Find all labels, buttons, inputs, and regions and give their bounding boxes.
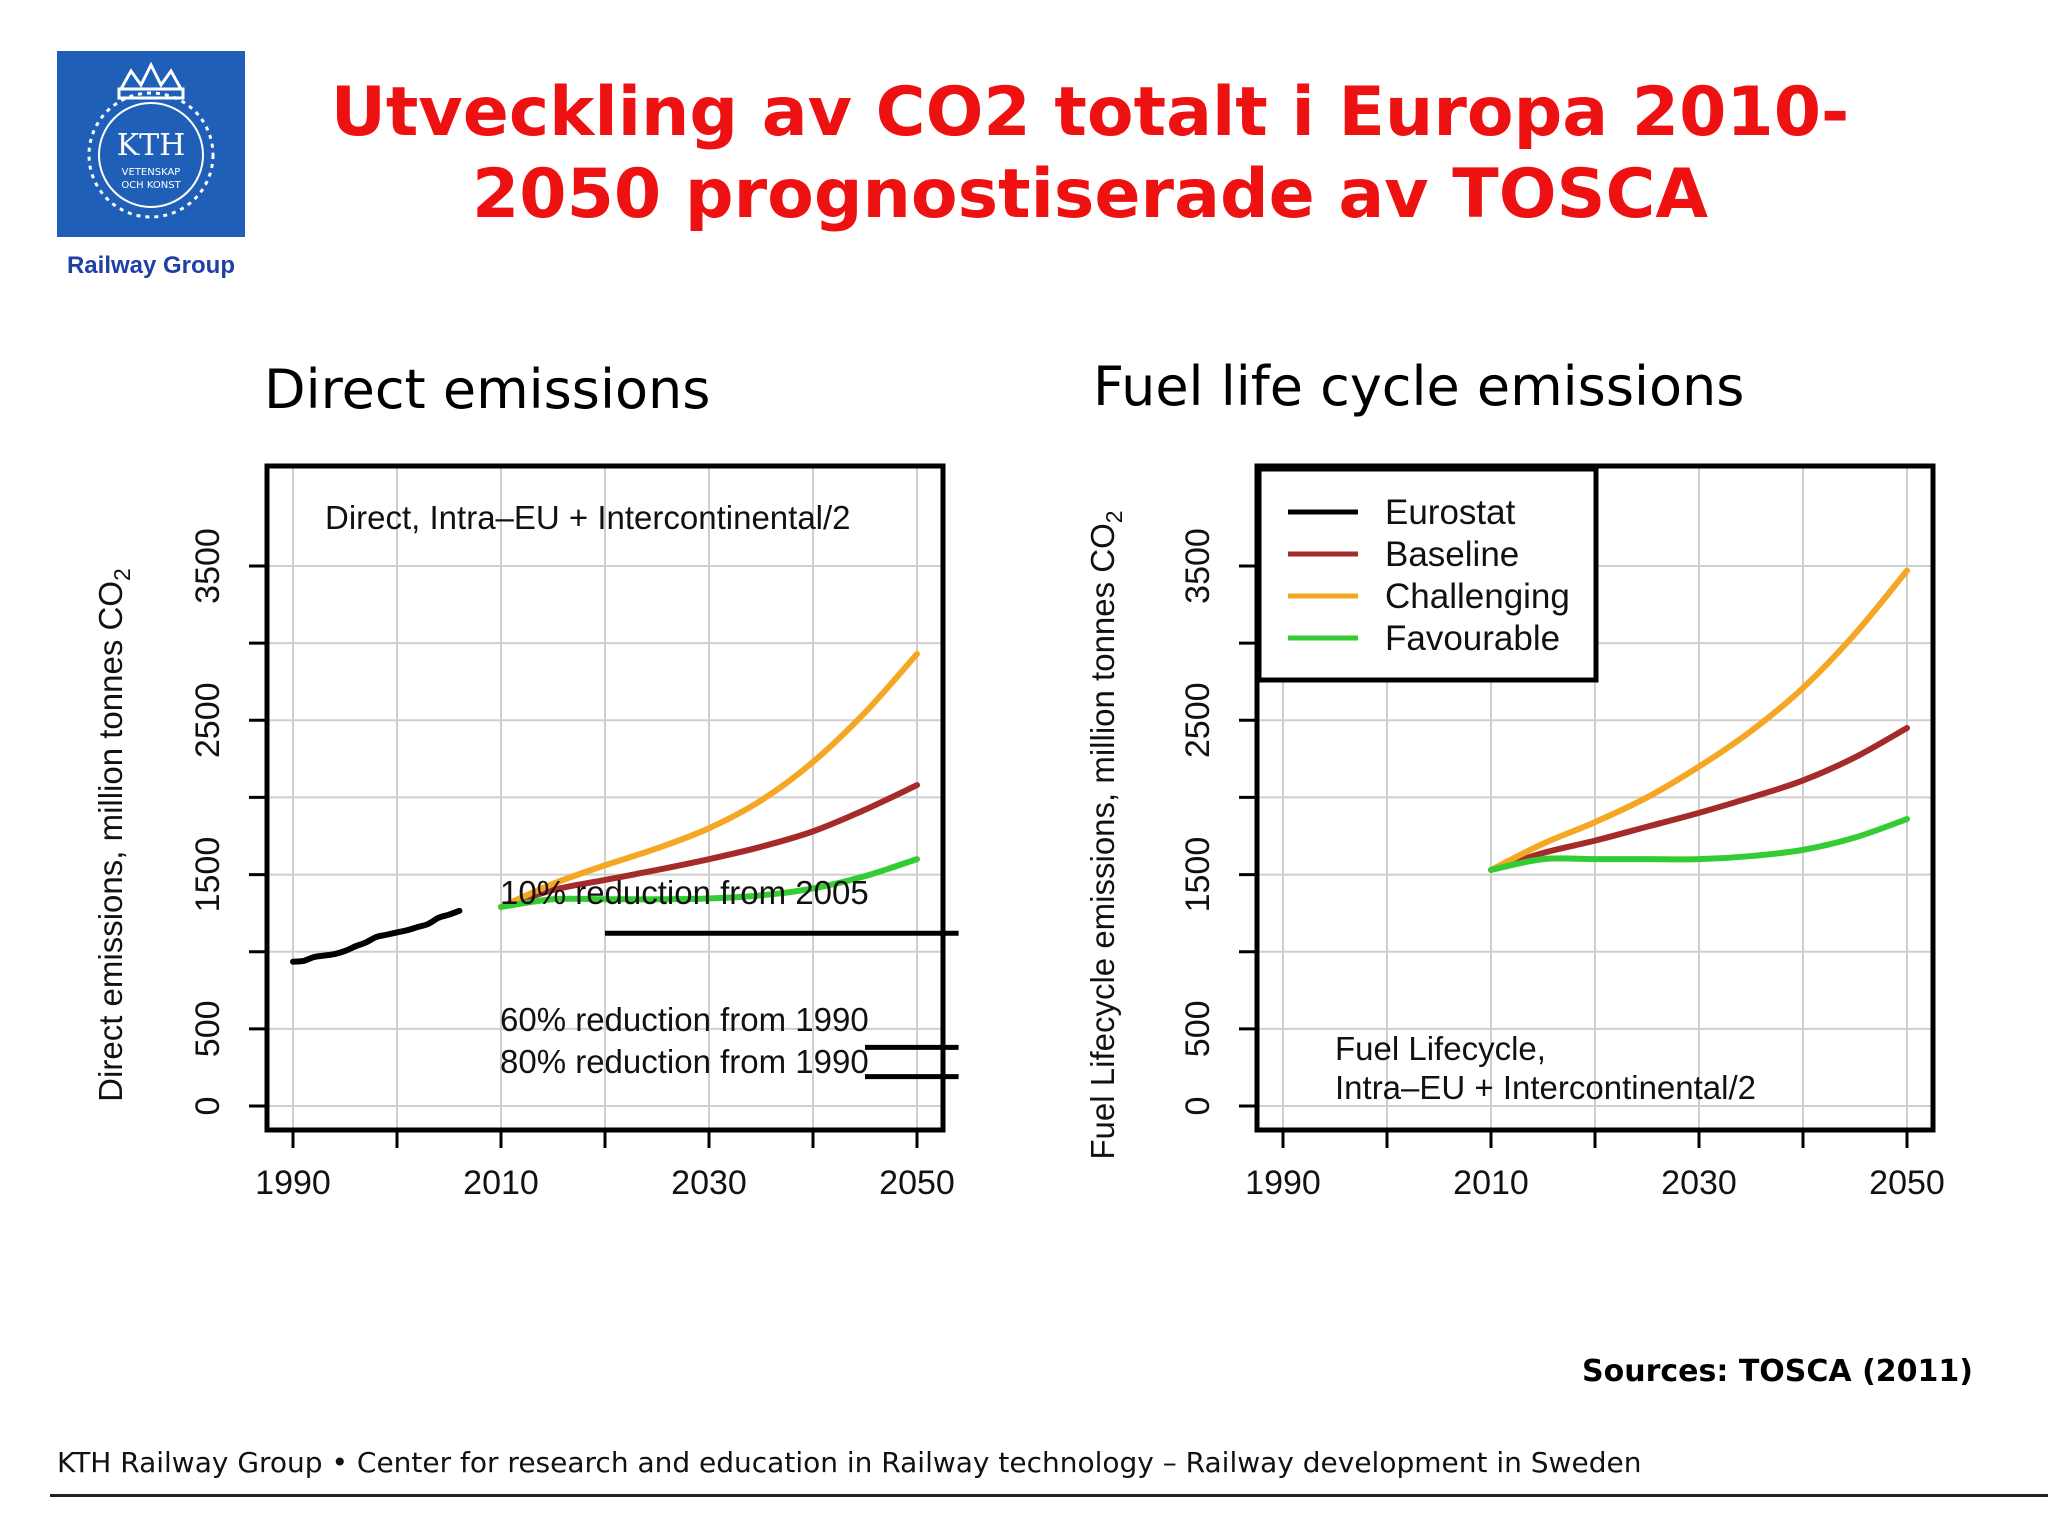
series-line-favourable <box>1488 816 1910 873</box>
grid <box>267 466 943 1130</box>
footer-divider <box>50 1494 2048 1497</box>
fuel-lifecycle-chart: 1990 2010 2030 2050 0 500 1500 2500 3500 Eurosta… <box>1084 463 1945 1202</box>
y-axis-label-subscript: 2 <box>1101 510 1127 523</box>
series-line-favourable <box>498 856 920 910</box>
direct-emissions-chart: 1990 2010 2030 2050 0 500 1500 2500 3500 Direct,… <box>92 463 959 1202</box>
series-line-baseline <box>1488 725 1910 873</box>
y-axis-label-subscript: 2 <box>109 568 135 581</box>
y-tick-label: 0 <box>189 1097 227 1116</box>
logo-subtext-1: VETENSKAP <box>122 167 181 178</box>
footer-text: KTH Railway Group • Center for research … <box>57 1446 1642 1479</box>
y-tick-label: 0 <box>1179 1097 1217 1116</box>
x-tick-label: 2030 <box>1661 1164 1737 1202</box>
y-tick-label: 1500 <box>1179 837 1217 913</box>
series-line-eurostat <box>290 907 463 965</box>
series-line-challenging <box>498 650 920 910</box>
chart-title: Direct, Intra–EU + Intercontinental/2 <box>325 499 851 536</box>
y-axis-label: Fuel Lifecycle emissions, million tonnes… <box>1084 510 1127 1159</box>
legend-box <box>1256 466 1599 683</box>
y-axis-label-main: Fuel Lifecycle emissions, million tonnes… <box>1084 523 1121 1159</box>
x-tick-label: 2050 <box>879 1164 955 1202</box>
x-tick-label: 2050 <box>1869 1164 1945 1202</box>
x-tick-label: 2010 <box>1453 1164 1529 1202</box>
legend-label-eurostat: Eurostat <box>1385 493 1516 532</box>
axis-ticks: 1990 2010 2030 2050 0 500 1500 2500 3500 <box>189 528 955 1202</box>
kth-logo: KTH VETENSKAP OCH KONST <box>57 51 245 237</box>
series-line-baseline <box>498 782 920 910</box>
chart-title-line-1: Fuel Lifecycle, <box>1335 1030 1546 1067</box>
legend: Eurostat Baseline Challenging Favourable <box>1256 466 1599 683</box>
left-panel-title: Direct emissions <box>264 358 711 421</box>
x-tick-label: 2030 <box>671 1164 747 1202</box>
y-tick-label: 3500 <box>1179 528 1217 604</box>
y-tick-label: 2500 <box>1179 682 1217 758</box>
chart-title-line-2: Intra–EU + Intercontinental/2 <box>1335 1069 1756 1106</box>
legend-label-challenging: Challenging <box>1385 577 1570 616</box>
logo-text: KTH <box>117 128 186 163</box>
y-tick-label: 2500 <box>189 682 227 758</box>
x-tick-label: 2010 <box>463 1164 539 1202</box>
slide-title: Utveckling av CO2 totalt i Europa 2010-2… <box>330 73 1850 234</box>
x-tick-label: 1990 <box>255 1164 331 1202</box>
series-group <box>290 650 920 965</box>
logo-caption: Railway Group <box>66 252 236 279</box>
legend-label-baseline: Baseline <box>1385 535 1519 574</box>
legend-label-favourable: Favourable <box>1385 619 1560 658</box>
sources-note: Sources: TOSCA (2011) <box>1582 1354 1973 1389</box>
y-tick-label: 1500 <box>189 837 227 913</box>
ref-label-60pct-1990: 60% reduction from 1990 <box>500 1001 869 1038</box>
ref-label-80pct-1990: 80% reduction from 1990 <box>500 1043 869 1080</box>
series-line-challenging <box>1488 567 1910 873</box>
right-panel-title: Fuel life cycle emissions <box>1093 355 1745 418</box>
logo-subtext-2: OCH KONST <box>121 180 181 191</box>
ref-label-10pct-2005: 10% reduction from 2005 <box>500 874 869 911</box>
series-group <box>1488 567 1910 873</box>
y-tick-label: 3500 <box>189 528 227 604</box>
y-axis-label: Direct emissions, million tonnes CO2 <box>92 568 135 1102</box>
axis-ticks: 1990 2010 2030 2050 0 500 1500 2500 3500 <box>1179 528 1945 1202</box>
x-tick-label: 1990 <box>1245 1164 1321 1202</box>
y-tick-label: 500 <box>189 1000 227 1057</box>
kth-crest-icon: KTH VETENSKAP OCH KONST <box>87 61 215 219</box>
y-axis-label-main: Direct emissions, million tonnes CO <box>92 581 129 1102</box>
y-tick-label: 500 <box>1179 1000 1217 1057</box>
